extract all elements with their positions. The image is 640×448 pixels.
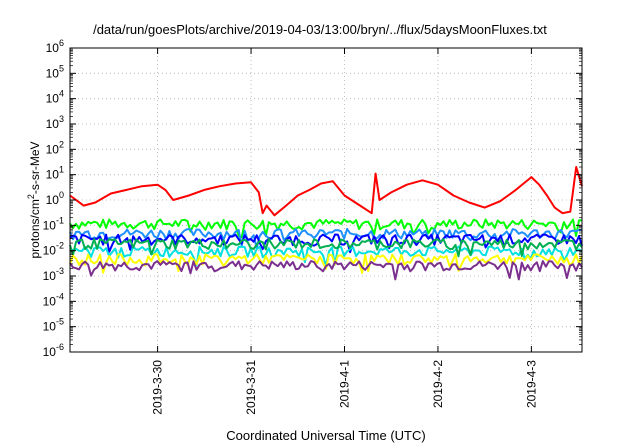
y-tick-label: 10-4 bbox=[43, 291, 64, 308]
y-tick-label: 104 bbox=[46, 89, 64, 106]
series-line-7 bbox=[69, 260, 583, 281]
x-axis: 2019-3-30 2019-3-31 2019-4-1 2019-4-2 2019-4… bbox=[151, 48, 538, 415]
y-tick-label: 10-3 bbox=[43, 266, 64, 283]
y-tick-label: 106 bbox=[46, 38, 64, 55]
grid-lines bbox=[70, 48, 582, 352]
y-tick-label: 10-6 bbox=[43, 342, 64, 359]
x-tick-label: 2019-3-30 bbox=[151, 360, 165, 415]
x-tick-label: 2019-4-1 bbox=[337, 360, 351, 408]
series-line-1 bbox=[69, 218, 583, 239]
y-tick-label: 100 bbox=[46, 190, 64, 207]
x-tick-label: 2019-4-3 bbox=[524, 360, 538, 408]
series-group bbox=[69, 166, 583, 281]
y-tick-label: 102 bbox=[46, 139, 64, 156]
y-tick-label: 105 bbox=[46, 63, 64, 80]
y-tick-label: 101 bbox=[46, 165, 64, 182]
series-line-3 bbox=[69, 233, 583, 254]
series-line-6 bbox=[69, 253, 583, 274]
y-axis: 10-6 10-5 10-4 10-3 10-2 10-1 100 101 102 103 104 1… bbox=[43, 38, 582, 359]
y-tick-label: 10-5 bbox=[43, 317, 64, 334]
series-line-5 bbox=[69, 238, 583, 258]
chart-title: /data/run/goesPlots/archive/2019-04-03/1… bbox=[93, 22, 547, 37]
y-tick-label: 10-2 bbox=[43, 241, 64, 258]
x-axis-label: Coordinated Universal Time (UTC) bbox=[226, 428, 426, 443]
x-tick-label: 2019-4-2 bbox=[431, 360, 445, 408]
series-line-0 bbox=[69, 166, 583, 217]
y-tick-label: 10-1 bbox=[43, 215, 64, 232]
y-tick-label: 103 bbox=[46, 114, 64, 131]
x-tick-label: 2019-3-31 bbox=[244, 360, 258, 415]
